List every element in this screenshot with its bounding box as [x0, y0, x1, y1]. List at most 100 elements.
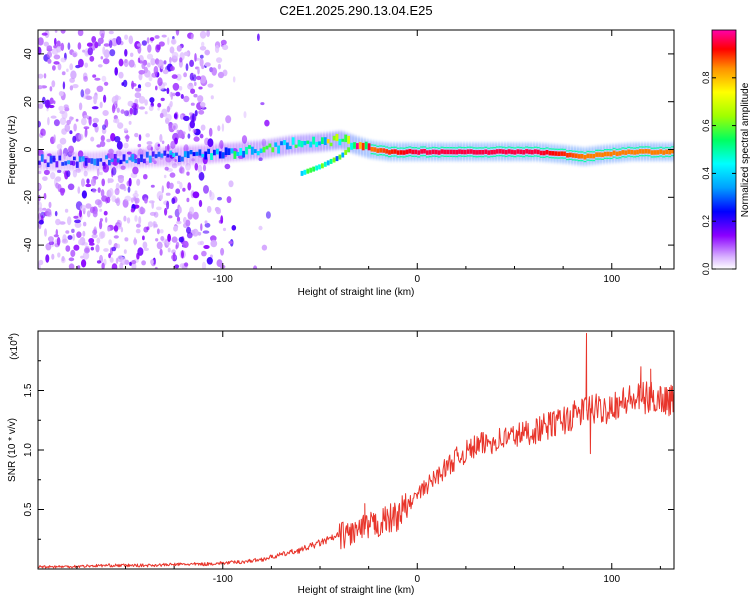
spectrogram-noise-blob [159, 248, 163, 256]
spectrogram-noise-blob [130, 208, 135, 213]
spectrogram-ridge-segment [417, 150, 421, 155]
spectrogram-noise-blob [138, 72, 143, 81]
spectrogram-branch-segment [353, 142, 356, 148]
spectrogram-ridge-edge [671, 146, 674, 148]
spectrogram-noise-blob [91, 106, 99, 110]
spectrogram-ridge-edge [519, 155, 523, 157]
spectrogram-ridge-segment [122, 154, 126, 162]
spectrogram-noise-blob [221, 123, 225, 132]
spectrogram-noise-blob [264, 119, 270, 127]
spectrogram-ridge-segment [303, 141, 307, 146]
spectrogram-noise-blob [97, 64, 103, 68]
spectrogram-ridge-edge [452, 155, 456, 158]
spectrogram-ytick-label: 40 [23, 48, 34, 60]
colorbar-tick-label: 0.8 [701, 72, 711, 85]
spectrogram-noise-blob [253, 265, 258, 269]
spectrogram-ridge-edge [501, 155, 505, 157]
spectrogram-ridge-segment [218, 151, 222, 159]
spectrogram-ridge-segment [224, 147, 228, 155]
spectrogram-noise-blob [127, 100, 134, 107]
spectrogram-noise-blob [199, 54, 204, 59]
spectrogram-ridge-edge [534, 155, 537, 157]
spectrogram-noise-blob [72, 52, 77, 58]
spectrogram-noise-blob [83, 114, 89, 119]
spectrogram-noise-blob [170, 66, 175, 71]
spectrogram-branch-segment [341, 152, 345, 158]
spectrogram-noise-blob [76, 231, 82, 238]
spectrogram-noise-blob [200, 223, 203, 232]
spectrogram-noise-blob [96, 237, 101, 244]
spectrogram-noise-blob [38, 73, 44, 79]
spectrogram-noise-blob [67, 42, 71, 50]
spectrogram-ridge-segment [525, 149, 528, 154]
spectrogram-ridge-edge [449, 155, 453, 157]
spectrogram-ridge-segment [461, 149, 464, 155]
spectrogram-branch-segment [318, 164, 321, 170]
spectrogram-ridge-segment [644, 149, 648, 154]
spectrogram-noise-blob [96, 85, 104, 93]
spectrogram-noise-blob [172, 132, 179, 142]
spectrogram-ridge-edge [458, 146, 461, 148]
spectrogram-branch-segment [329, 158, 333, 164]
spectrogram-ridge-edge [443, 147, 447, 149]
spectrogram-ridge-segment [321, 137, 324, 144]
spectrogram-ridge-segment [484, 149, 488, 154]
spectrogram-ridge-edge [589, 159, 593, 162]
spectrogram-ridge-halo [61, 152, 65, 171]
spectrogram-ridge-edge [417, 156, 421, 158]
spectrogram-noise-blob [116, 36, 122, 46]
spectrogram-ridge-edge [446, 155, 450, 157]
spectrogram-noise-blob [144, 197, 148, 204]
spectrogram-ridge-segment [385, 149, 388, 154]
spectrogram-ridge-edge [636, 155, 639, 158]
spectrogram-ridge-halo [58, 152, 62, 171]
spectrogram-noise-blob [60, 189, 65, 196]
spectrogram-noise-blob [38, 259, 44, 266]
spectrogram-noise-blob [159, 229, 164, 234]
spectrogram-ridge-edge [481, 147, 485, 149]
spectrogram-noise-blob [58, 91, 64, 97]
spectrogram-noise-blob [64, 208, 69, 213]
spectrogram-ridge-edge [499, 146, 502, 148]
spectrogram-ridge-segment [105, 155, 108, 160]
spectrogram-noise-blob [157, 102, 162, 108]
spectrogram-ridge-halo [46, 152, 50, 171]
spectrogram-ridge-edge [519, 146, 523, 149]
spectrogram-noise-blob [92, 117, 100, 123]
snr-panel: -100 0 100 0.5 1.0 1.5 Height of straight lin… [7, 330, 675, 596]
spectrogram-noise-blob [99, 220, 103, 230]
spectrogram-ridge-edge [571, 150, 575, 152]
spectrogram-branch-segment [321, 163, 324, 169]
spectrogram-ridge-segment [446, 149, 450, 155]
spectrogram-noise-blob [84, 131, 88, 138]
spectrogram-ridge-segment [145, 151, 149, 158]
spectrogram-ridge-segment [119, 159, 123, 164]
spectrogram-branch-segment [350, 144, 353, 150]
spectrogram-noise-blob [55, 182, 60, 189]
spectrogram-noise-blob [194, 163, 199, 171]
spectrogram-ylabel: Frequency (Hz) [7, 116, 18, 185]
spectrogram-noise-blob [120, 109, 125, 114]
spectrogram-ridge-edge [458, 155, 461, 157]
spectrogram-ridge-segment [137, 158, 140, 165]
spectrogram-noise-blob [106, 138, 111, 143]
spectrogram-noise-blob [189, 120, 195, 129]
spectrogram-ridge-edge [411, 155, 415, 157]
spectrogram-ridge-edge [621, 156, 625, 158]
spectrogram-noise-blob [144, 99, 148, 106]
spectrogram-ridge-segment [81, 156, 85, 162]
spectrogram-noise-blob [74, 219, 81, 224]
spectrogram-noise-blob [146, 226, 150, 231]
spectrogram-ridge-edge [659, 155, 663, 157]
spectrogram-noise-blob [261, 244, 268, 251]
spectrogram-noise-blob [170, 140, 176, 149]
spectrogram-noise-blob [53, 134, 56, 143]
spectrogram-noise-blob [134, 98, 139, 105]
spectrogram-noise-blob [46, 100, 50, 109]
snr-ytick-label: 0.5 [23, 502, 34, 516]
spectrogram-noise-blob [111, 104, 116, 114]
spectrogram-ridge-segment [507, 149, 511, 154]
spectrogram-ridge-segment [268, 143, 272, 148]
spectrogram-ridge-segment [423, 149, 426, 154]
spectrogram-ridge-segment [364, 141, 368, 150]
